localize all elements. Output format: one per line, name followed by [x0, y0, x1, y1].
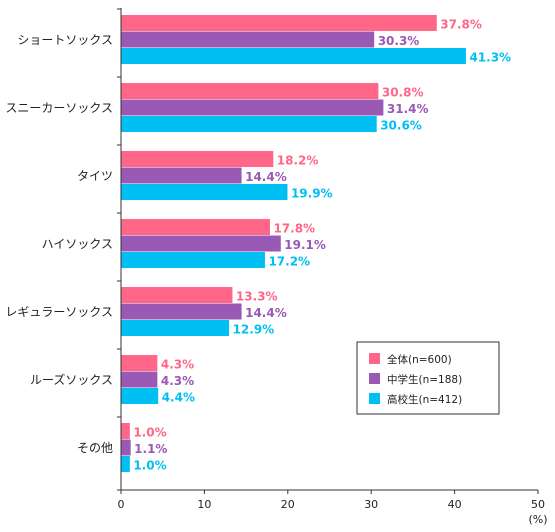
- value-label: 30.3%: [378, 34, 420, 48]
- value-label: 19.9%: [291, 187, 333, 201]
- bar: [121, 423, 130, 439]
- category-label: スニーカーソックス: [5, 101, 113, 115]
- value-label: 17.8%: [273, 222, 315, 236]
- category-label: ハイソックス: [42, 237, 113, 251]
- legend-label: 高校生(n=412): [387, 393, 462, 406]
- x-tick-label: 40: [448, 498, 462, 511]
- value-label: 12.9%: [233, 323, 275, 337]
- value-label: 14.4%: [245, 306, 287, 320]
- legend-box: [356, 341, 500, 415]
- bar: [121, 31, 375, 48]
- bar: [121, 456, 130, 472]
- value-label: 1.1%: [134, 442, 167, 456]
- bar: [121, 439, 131, 456]
- bar: [121, 371, 158, 388]
- legend-swatch: [369, 393, 380, 404]
- value-label: 4.3%: [161, 374, 194, 388]
- bar: [121, 15, 437, 31]
- bar: [121, 116, 377, 132]
- value-label: 41.3%: [469, 51, 511, 65]
- bar: [121, 235, 281, 252]
- legend-label: 全体(n=600): [387, 353, 452, 366]
- bar: [121, 355, 158, 371]
- bar: [121, 48, 466, 64]
- value-label: 4.3%: [161, 358, 194, 372]
- bar: [121, 287, 233, 303]
- bar: [121, 252, 265, 268]
- category-label: タイツ: [77, 169, 113, 183]
- value-label: 30.8%: [382, 86, 424, 100]
- legend-swatch: [369, 353, 380, 364]
- value-label: 14.4%: [245, 170, 287, 184]
- value-label: 4.4%: [162, 391, 195, 405]
- bar: [121, 184, 288, 200]
- value-label: 19.1%: [284, 238, 326, 252]
- category-label: ルーズソックス: [30, 372, 113, 387]
- x-tick-label: 0: [118, 498, 125, 511]
- value-label: 17.2%: [268, 255, 310, 269]
- x-tick-label: 30: [364, 498, 378, 511]
- value-label: 1.0%: [133, 426, 166, 440]
- bar: [121, 151, 274, 167]
- value-label: 30.6%: [380, 119, 422, 133]
- value-label: 31.4%: [387, 102, 429, 116]
- legend-label: 中学生(n=188): [387, 373, 462, 386]
- x-axis-unit-label: (%): [528, 513, 547, 526]
- bar: [121, 99, 384, 116]
- x-tick-label: 20: [281, 498, 295, 511]
- category-label: その他: [77, 441, 113, 455]
- bar: [121, 83, 379, 99]
- x-tick-label: 50: [531, 498, 545, 511]
- legend-swatch: [369, 373, 380, 384]
- value-label: 37.8%: [440, 18, 482, 32]
- category-label: ショートソックス: [17, 33, 113, 47]
- value-label: 13.3%: [236, 290, 278, 304]
- bar: [121, 303, 242, 320]
- category-label: レギュラーソックス: [5, 305, 113, 319]
- value-label: 1.0%: [133, 459, 166, 473]
- bar: [121, 167, 242, 184]
- bar: [121, 320, 230, 336]
- x-tick-label: 10: [197, 498, 211, 511]
- bar: [121, 219, 270, 235]
- bar: [121, 388, 159, 404]
- value-label: 18.2%: [277, 154, 319, 168]
